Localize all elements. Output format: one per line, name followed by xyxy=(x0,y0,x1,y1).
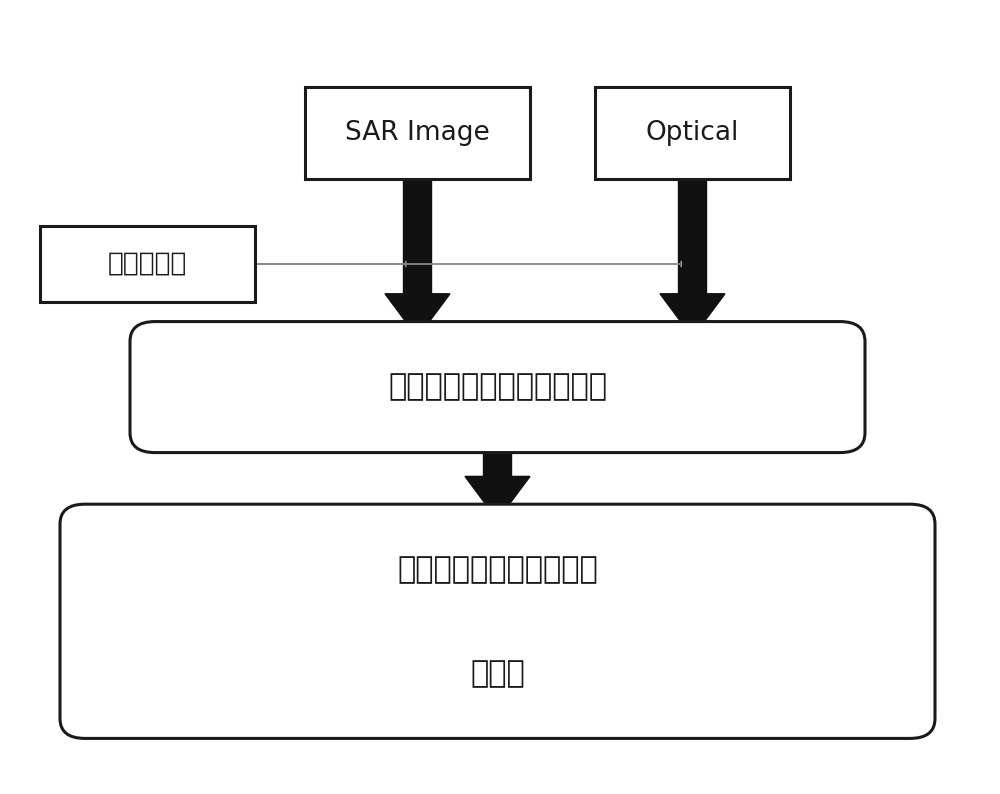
FancyArrow shape xyxy=(660,179,725,337)
Text: 归一化处理: 归一化处理 xyxy=(108,251,187,277)
FancyBboxPatch shape xyxy=(60,504,935,738)
FancyBboxPatch shape xyxy=(305,87,530,179)
Text: 阈値法分析差异图，生成

变化图: 阈値法分析差异图，生成 变化图 xyxy=(397,555,598,688)
FancyArrow shape xyxy=(385,179,450,337)
Text: SAR Image: SAR Image xyxy=(345,120,490,146)
FancyArrow shape xyxy=(465,433,530,520)
FancyBboxPatch shape xyxy=(130,322,865,453)
FancyBboxPatch shape xyxy=(40,226,255,302)
Text: Optical: Optical xyxy=(646,120,739,146)
FancyBboxPatch shape xyxy=(595,87,790,179)
Text: 多尺度自编码器生成差异图: 多尺度自编码器生成差异图 xyxy=(388,372,607,402)
